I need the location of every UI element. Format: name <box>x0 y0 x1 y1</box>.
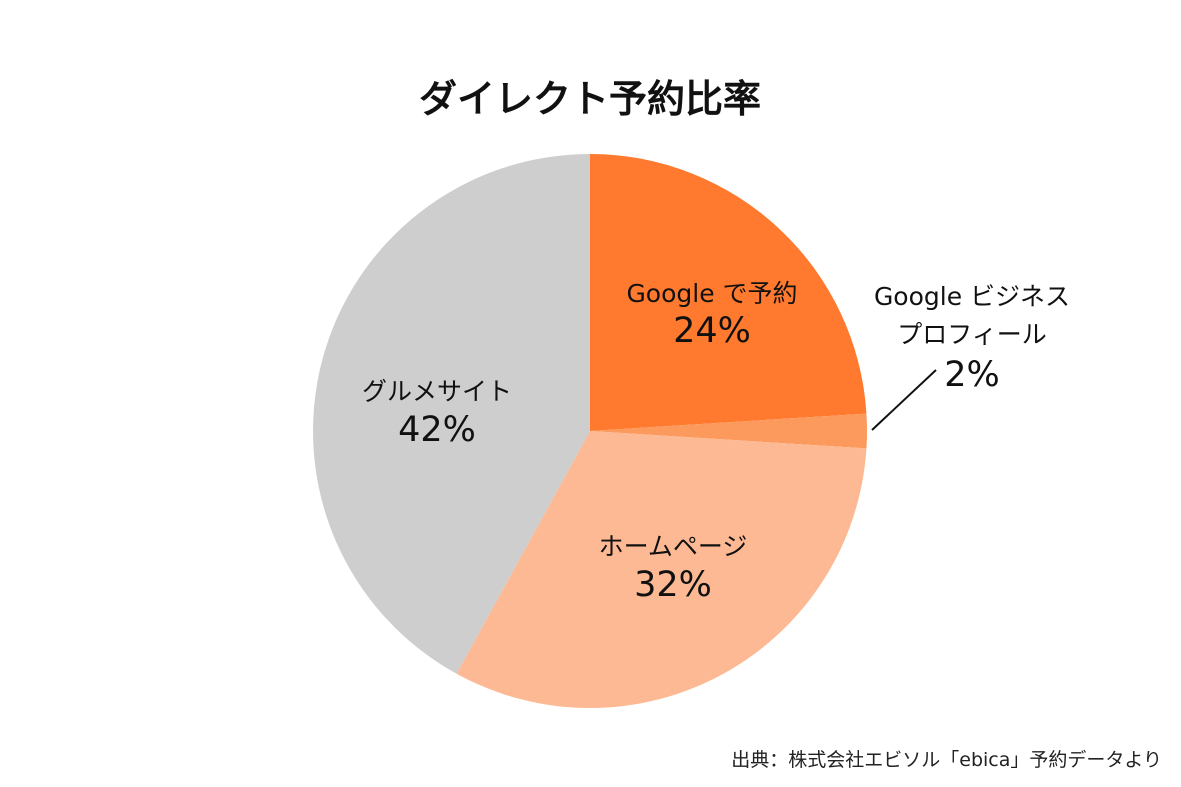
slice-name-label-1: Google ビジネスプロフィール <box>874 282 1070 349</box>
chart-title: ダイレクト予約比率 <box>419 77 761 121</box>
slice-value-label-3: 42% <box>398 410 476 450</box>
source-note: 出典：株式会社エビソル「ebica」予約データより <box>731 749 1162 771</box>
slice-name-label-3: グルメサイト <box>362 377 512 406</box>
pie-slice-0 <box>590 154 867 431</box>
pie-labels: Google で予約 24% Google ビジネスプロフィール 2% ホームページ 32… <box>362 279 1070 605</box>
pie-slice-2 <box>456 431 867 708</box>
slice-value-label-1: 2% <box>944 355 1000 395</box>
pie-slices <box>312 153 867 708</box>
pie-slice-1 <box>590 413 867 449</box>
pie-slice-3 <box>312 153 590 674</box>
slice-name-label-0: Google で予約 <box>626 279 797 308</box>
slice-value-label-0: 24% <box>673 311 751 351</box>
slice-name-label-2: ホームページ <box>599 532 748 561</box>
leader-line-1 <box>871 369 937 431</box>
slice-value-label-2: 32% <box>634 565 712 605</box>
